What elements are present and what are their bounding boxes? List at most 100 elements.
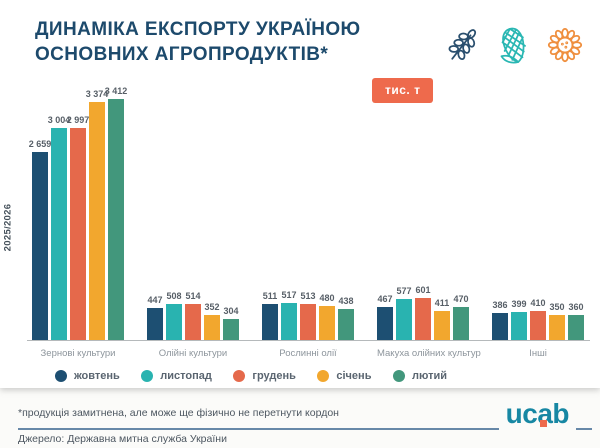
bar-лютий: 3 412 bbox=[105, 86, 127, 340]
logo-text-post: b bbox=[552, 398, 569, 429]
bar-rect bbox=[204, 315, 220, 340]
bar-group: 2 659 3 004 2 997 3 374 3 412 bbox=[29, 86, 127, 340]
bar-rect bbox=[108, 99, 124, 340]
y-axis-label: 2025/2026 bbox=[2, 203, 14, 252]
bar-жовтень: 2 659 bbox=[29, 139, 51, 340]
bar-rect bbox=[281, 303, 297, 340]
bar-group: 386 399 410 350 360 bbox=[492, 298, 584, 340]
legend-label: грудень bbox=[252, 370, 296, 382]
legend-item-січень: січень bbox=[317, 370, 371, 382]
bar-value-label: 514 bbox=[185, 291, 201, 301]
bar-rect bbox=[396, 299, 412, 340]
bar-листопад: 577 bbox=[396, 286, 412, 340]
bar-rect bbox=[338, 309, 354, 340]
bar-value-label: 447 bbox=[147, 295, 163, 305]
legend-label: лютий bbox=[411, 370, 447, 382]
header-icons bbox=[442, 24, 586, 66]
category-label: Рослинні олії bbox=[279, 348, 337, 359]
bar-січень: 411 bbox=[434, 298, 450, 340]
bar-group: 447 508 514 352 304 bbox=[147, 291, 239, 340]
bar-value-label: 480 bbox=[319, 293, 335, 303]
source-text: Джерело: Державна митна служба України bbox=[18, 433, 227, 445]
bar-грудень: 514 bbox=[185, 291, 201, 340]
bar-value-label: 410 bbox=[530, 298, 546, 308]
bar-value-label: 386 bbox=[492, 300, 508, 310]
legend-dot bbox=[55, 370, 67, 382]
bar-rect bbox=[530, 311, 546, 340]
bar-грудень: 513 bbox=[300, 291, 316, 340]
corn-icon bbox=[493, 24, 535, 66]
legend-dot bbox=[317, 370, 330, 382]
bar-rect bbox=[492, 313, 508, 340]
bar-rect bbox=[89, 102, 105, 340]
bar-лютий: 470 bbox=[453, 294, 469, 340]
legend-item-грудень: грудень bbox=[233, 370, 296, 382]
bar-rect bbox=[147, 308, 163, 340]
bar-value-label: 352 bbox=[204, 302, 220, 312]
bar-group: 511 517 513 480 438 bbox=[262, 290, 354, 340]
bar-rect bbox=[70, 128, 86, 340]
legend-item-жовтень: жовтень bbox=[55, 370, 120, 382]
bar-value-label: 470 bbox=[453, 294, 469, 304]
bar-листопад: 3 004 bbox=[48, 115, 70, 340]
bar-грудень: 601 bbox=[415, 285, 431, 340]
bar-value-label: 577 bbox=[396, 286, 412, 296]
wheat-icon bbox=[442, 24, 484, 66]
bar-rect bbox=[377, 307, 393, 340]
legend-dot bbox=[233, 370, 246, 382]
bar-листопад: 399 bbox=[511, 299, 527, 340]
bar-value-label: 438 bbox=[338, 296, 354, 306]
bar-січень: 3 374 bbox=[86, 89, 108, 340]
page-title: ДИНАМІКА ЕКСПОРТУ УКРАЇНОЮ ОСНОВНИХ АГРО… bbox=[35, 17, 361, 67]
chart-legend: жовтень листопад грудень січень лютий bbox=[55, 370, 447, 382]
bar-value-label: 360 bbox=[568, 302, 584, 312]
unit-badge: тис. т bbox=[372, 78, 434, 103]
footnote: *продукція замитнена, але може ще фізичн… bbox=[18, 407, 339, 419]
chart-card: ДИНАМІКА ЕКСПОРТУ УКРАЇНОЮ ОСНОВНИХ АГРО… bbox=[2, 17, 590, 382]
legend-label: листопад bbox=[160, 370, 212, 382]
bar-value-label: 467 bbox=[377, 294, 393, 304]
bar-жовтень: 467 bbox=[377, 294, 393, 340]
bar-rect bbox=[32, 152, 48, 340]
bar-rect bbox=[434, 311, 450, 340]
bar-січень: 480 bbox=[319, 293, 335, 340]
bar-січень: 352 bbox=[204, 302, 220, 340]
bar-value-label: 601 bbox=[415, 285, 431, 295]
bar-rect bbox=[511, 312, 527, 340]
bar-value-label: 350 bbox=[549, 302, 565, 312]
bar-rect bbox=[319, 306, 335, 340]
bar-листопад: 517 bbox=[281, 290, 297, 340]
sunflower-icon bbox=[544, 24, 586, 66]
bar-value-label: 2 997 bbox=[66, 115, 90, 125]
bar-жовтень: 447 bbox=[147, 295, 163, 340]
bar-value-label: 511 bbox=[262, 291, 278, 301]
bar-листопад: 508 bbox=[166, 291, 182, 340]
bar-rect bbox=[166, 304, 182, 340]
legend-label: жовтень bbox=[74, 370, 120, 382]
bar-rect bbox=[51, 128, 67, 340]
bar-rect bbox=[300, 304, 316, 340]
bar-жовтень: 386 bbox=[492, 300, 508, 340]
bar-rect bbox=[185, 304, 201, 340]
category-label: Олійні культури bbox=[158, 348, 228, 359]
page-title-line2: ОСНОВНИХ АГРОПРОДУКТІВ* bbox=[35, 44, 329, 66]
legend-dot bbox=[141, 370, 154, 382]
bar-rect bbox=[453, 307, 469, 340]
bar-rect bbox=[568, 315, 584, 340]
category-label: Інші bbox=[529, 348, 547, 359]
bar-rect bbox=[549, 315, 565, 340]
bar-value-label: 304 bbox=[223, 306, 239, 316]
footer-divider bbox=[18, 428, 592, 430]
bar-value-label: 513 bbox=[300, 291, 316, 301]
bar-value-label: 3 004 bbox=[47, 115, 71, 125]
bar-жовтень: 511 bbox=[262, 291, 278, 340]
bar-rect bbox=[262, 304, 278, 340]
bar-value-label: 3 374 bbox=[85, 89, 109, 99]
bar-лютий: 304 bbox=[223, 306, 239, 340]
bar-січень: 350 bbox=[549, 302, 565, 340]
bar-лютий: 438 bbox=[338, 296, 354, 340]
legend-dot bbox=[392, 370, 405, 382]
logo-letter-a: a bbox=[537, 398, 553, 429]
category-labels: Зернові культури Олійні культури Рослинні … bbox=[32, 348, 584, 359]
bar-value-label: 517 bbox=[281, 290, 297, 300]
